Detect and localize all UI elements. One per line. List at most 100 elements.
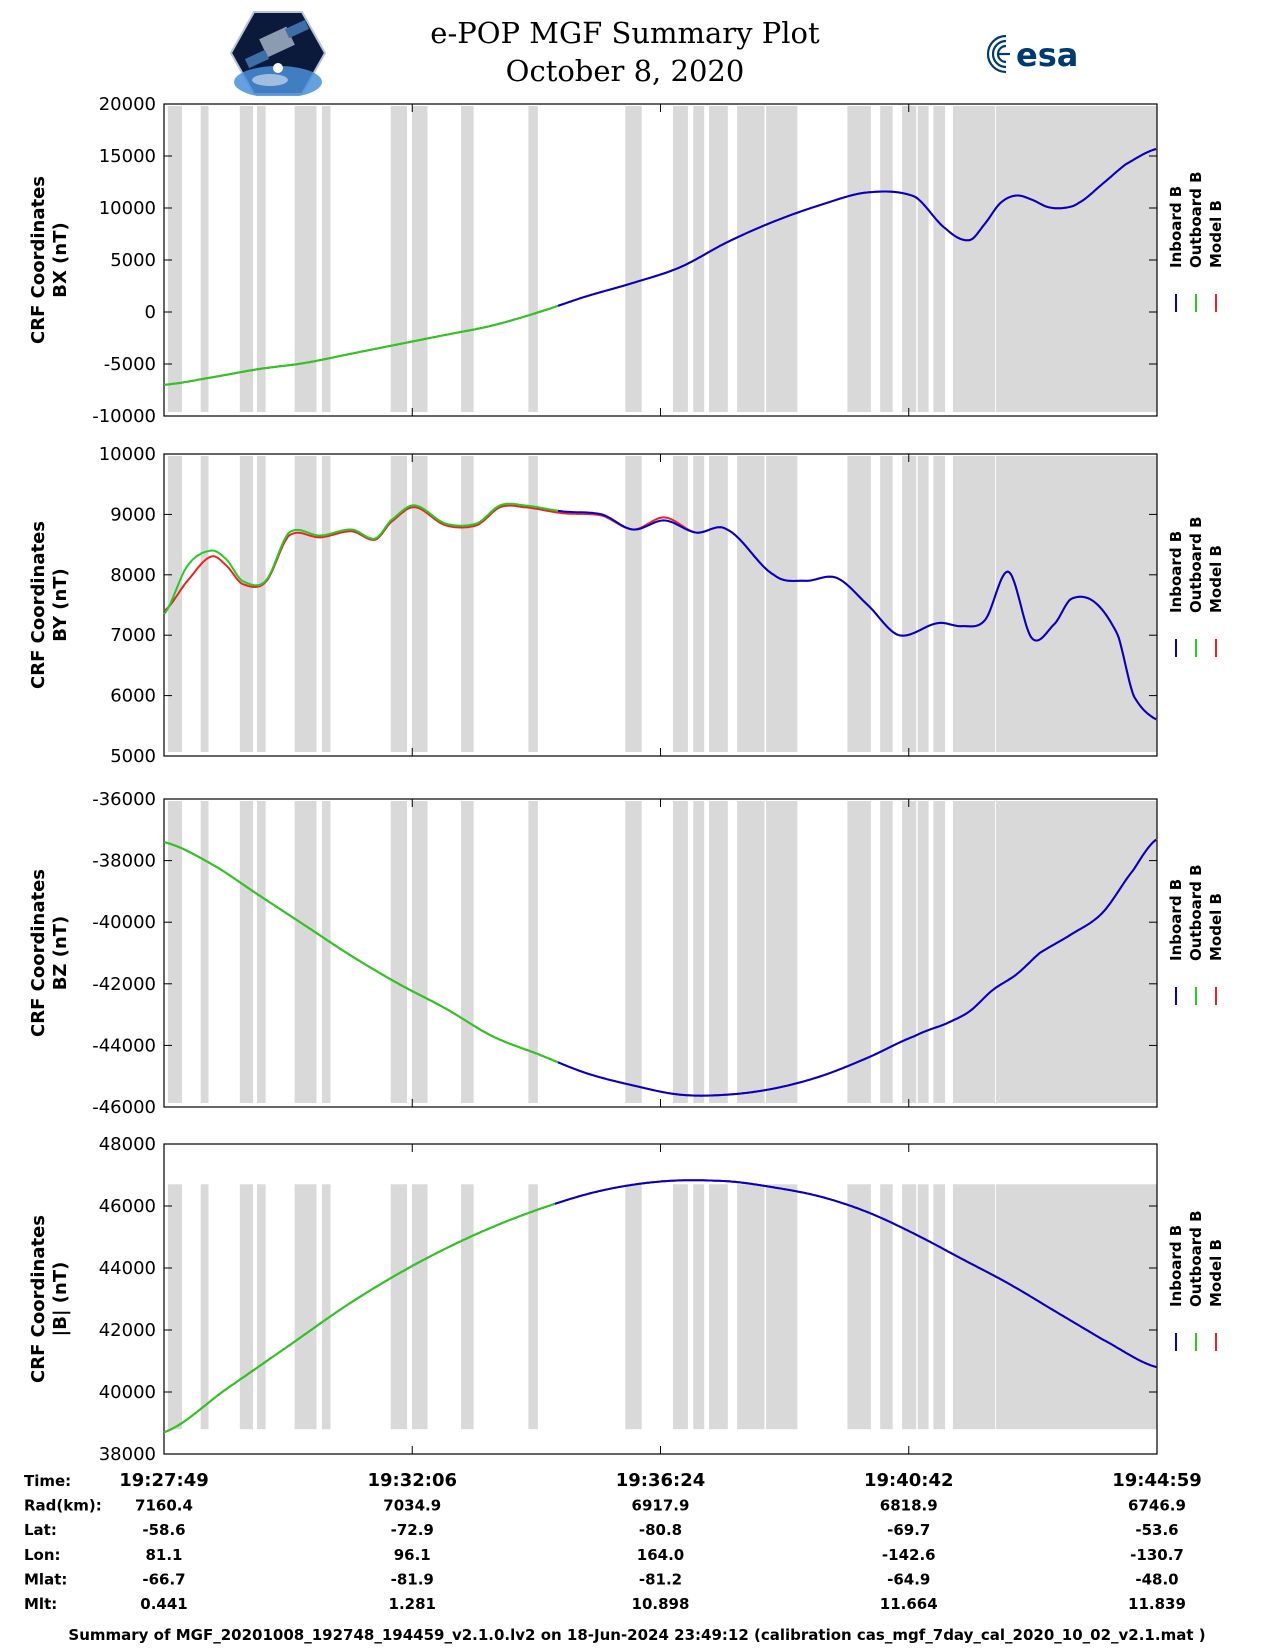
shaded-interval <box>847 106 871 412</box>
info-cell: 11.664 <box>880 1595 938 1613</box>
y-tick-label: -42000 <box>92 974 156 995</box>
info-cell: -81.2 <box>639 1570 682 1588</box>
info-cell: 10.898 <box>632 1595 690 1613</box>
shaded-interval <box>933 106 946 412</box>
shaded-interval <box>737 1184 765 1430</box>
info-row-label: Mlat: <box>24 1570 67 1588</box>
info-cell: 164.0 <box>637 1546 684 1564</box>
plot-title: e-POP MGF Summary Plot October 8, 2020 <box>400 14 850 90</box>
shaded-interval <box>200 456 209 752</box>
shaded-interval <box>257 801 266 1103</box>
legend-label: Outboard B <box>1187 516 1205 613</box>
y-tick-label: 46000 <box>99 1196 156 1217</box>
shaded-interval <box>390 801 408 1103</box>
legend-label: Model B <box>1207 893 1225 961</box>
y-tick-label: -36000 <box>92 789 156 810</box>
shaded-interval <box>321 801 331 1103</box>
shaded-interval <box>847 456 871 752</box>
shaded-interval <box>917 456 929 752</box>
shaded-interval <box>321 1184 331 1430</box>
shaded-interval <box>995 106 1157 412</box>
panel-3: -46000 -44000 -42000 -40000 -38000 -36000 CRF … <box>28 789 1225 1118</box>
shaded-interval <box>461 1184 474 1430</box>
info-row-label: Lon: <box>24 1546 61 1564</box>
shaded-interval <box>528 1184 538 1430</box>
shaded-interval <box>239 106 254 412</box>
legend-label: Outboard B <box>1187 171 1205 268</box>
shaded-interval <box>625 801 642 1103</box>
cassiope-satellite-logo <box>230 11 326 96</box>
shaded-interval <box>167 106 182 412</box>
info-cell: -80.8 <box>639 1521 682 1539</box>
panel-1: -10000 -5000 0 5000 10000 15000 20000 CRF Coord… <box>28 94 1225 427</box>
shaded-interval <box>737 106 765 412</box>
legend-label: Inboard B <box>1167 1225 1185 1307</box>
info-row-label: Rad(km): <box>24 1497 102 1515</box>
esa-logo: esa <box>986 34 1078 74</box>
y-axis-label-line-1: CRF Coordinates <box>28 521 49 689</box>
shaded-interval <box>995 1184 1157 1430</box>
shaded-interval <box>625 456 642 752</box>
info-cell: 7034.9 <box>383 1497 441 1515</box>
shaded-interval <box>952 801 996 1103</box>
shaded-interval <box>847 1184 871 1430</box>
shaded-interval <box>411 456 428 752</box>
shaded-interval <box>200 801 209 1103</box>
y-axis-label-line-2: BX (nT) <box>50 222 71 297</box>
shaded-interval <box>294 106 317 412</box>
info-cell: -58.6 <box>142 1521 185 1539</box>
shaded-interval <box>709 801 728 1103</box>
legend-label: Model B <box>1207 1239 1225 1307</box>
shaded-interval <box>995 456 1157 752</box>
shaded-interval <box>709 1184 728 1430</box>
y-tick-label: 7000 <box>110 625 156 646</box>
info-cell: 11.839 <box>1128 1595 1186 1613</box>
series-inboard-b <box>556 147 1157 308</box>
y-tick-label: 15000 <box>99 146 156 167</box>
shaded-interval <box>257 106 266 412</box>
shaded-interval <box>709 456 728 752</box>
shaded-interval <box>200 106 209 412</box>
info-cell: 19:44:59 <box>1112 1470 1202 1491</box>
y-tick-label: 40000 <box>99 1382 156 1403</box>
legend: Inboard B Outboard B Model B <box>1167 864 1225 1005</box>
series-outboard-b <box>163 502 559 615</box>
y-axis-label: CRF CoordinatesBZ (nT) <box>28 869 71 1037</box>
legend: Inboard B Outboard B Model B <box>1167 516 1225 657</box>
ephemeris-table: Time: Rad(km): Lat: Lon: Mlat: Mlt: 19:27:49 71… <box>24 1470 1202 1613</box>
series-outboard-b <box>163 304 559 386</box>
shaded-interval <box>411 106 428 412</box>
shaded-interval <box>411 801 428 1103</box>
panel-2: 5000 6000 7000 8000 9000 10000 CRF Coordinates… <box>28 444 1225 767</box>
legend: Inboard B Outboard B Model B <box>1167 171 1225 312</box>
legend-label: Inboard B <box>1167 879 1185 961</box>
title-line-1: e-POP MGF Summary Plot <box>430 16 820 50</box>
shaded-interval <box>917 106 929 412</box>
shaded-interval <box>167 456 182 752</box>
y-tick-label: -10000 <box>92 406 156 427</box>
shaded-interval <box>321 106 331 412</box>
info-cell: -64.9 <box>887 1570 930 1588</box>
shaded-interval <box>995 801 1157 1103</box>
y-tick-label: 9000 <box>110 504 156 525</box>
y-axis-label-line-1: CRF Coordinates <box>28 1215 49 1383</box>
shaded-interval <box>625 106 642 412</box>
shaded-interval <box>917 1184 929 1430</box>
shaded-interval <box>952 1184 996 1430</box>
title-line-2: October 8, 2020 <box>505 54 745 88</box>
y-tick-label: -40000 <box>92 912 156 933</box>
info-cell: 6746.9 <box>1128 1497 1186 1515</box>
info-cell: -53.6 <box>1135 1521 1178 1539</box>
info-cell: 19:32:06 <box>367 1470 457 1491</box>
y-tick-label: 42000 <box>99 1320 156 1341</box>
y-tick-label: 20000 <box>99 94 156 115</box>
shaded-interval <box>673 456 688 752</box>
info-cell: 6818.9 <box>880 1497 938 1515</box>
shaded-interval <box>880 106 893 412</box>
shaded-interval <box>766 1184 798 1430</box>
shaded-interval <box>294 801 317 1103</box>
shaded-interval <box>200 1184 209 1430</box>
info-cell: 19:27:49 <box>119 1470 209 1491</box>
info-row-label: Lat: <box>24 1521 57 1539</box>
info-row-label: Time: <box>24 1472 71 1490</box>
